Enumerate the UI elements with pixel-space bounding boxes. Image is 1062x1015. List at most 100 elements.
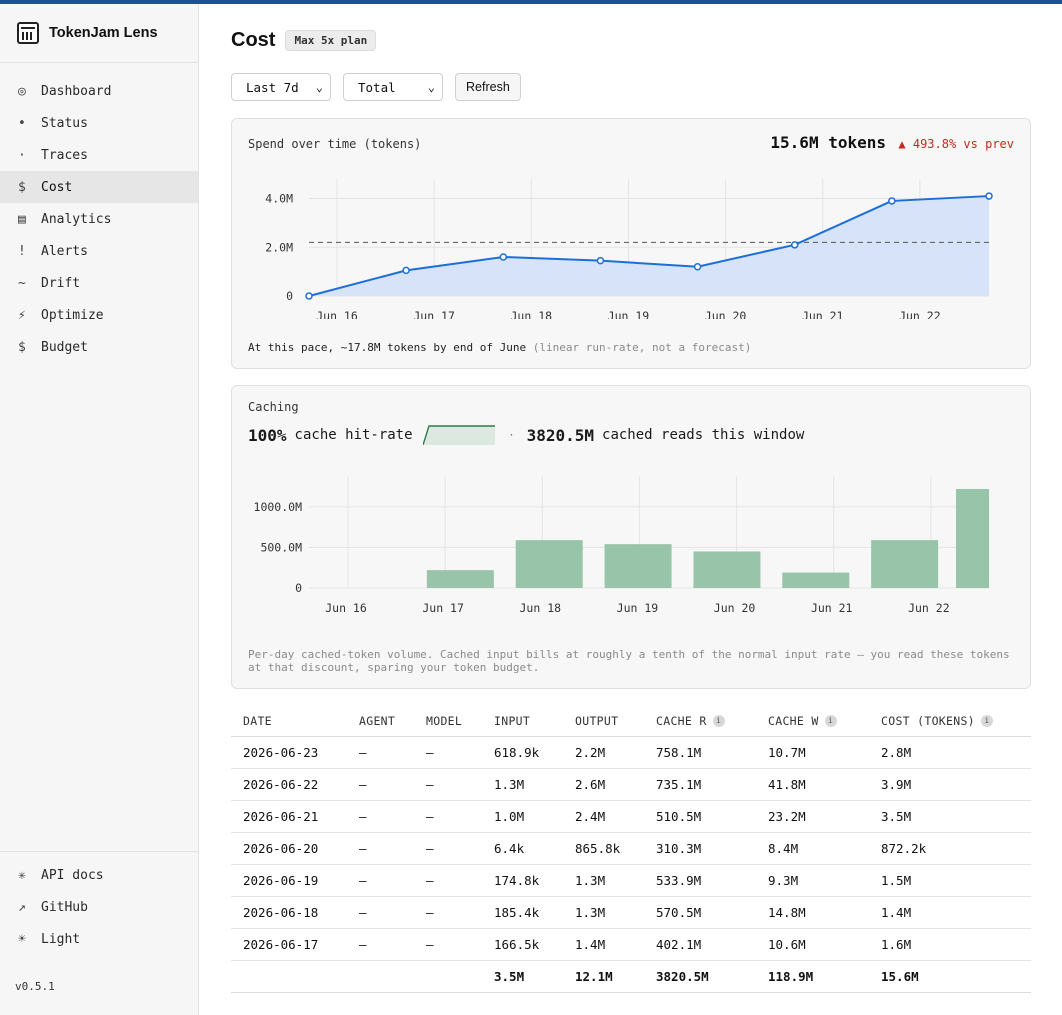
y-tick-label: 2.0M xyxy=(265,240,293,254)
cell-input: 6.4k xyxy=(482,832,563,865)
cell-cost-tokens: 1.4M xyxy=(869,896,1031,929)
sidebar-link-light[interactable]: ☀ Light xyxy=(0,923,198,955)
data-point[interactable] xyxy=(790,241,799,249)
caching-label: Caching xyxy=(248,400,299,414)
sidebar-item-analytics[interactable]: ▤ Analytics xyxy=(0,203,198,235)
cell-model: — xyxy=(414,768,482,801)
sidebar-item-alerts[interactable]: ! Alerts xyxy=(0,235,198,267)
cell-cost-tokens: 3.9M xyxy=(869,768,1031,801)
cell-cache-w: 14.8M xyxy=(756,896,869,929)
table-row: 2026-06-21— —1.0M 2.4M 510.5M 23.2M 3.5M xyxy=(231,800,1031,833)
info-icon[interactable]: i xyxy=(712,715,725,728)
chevron-down-icon: ⌄ xyxy=(427,80,435,94)
series-line xyxy=(308,195,990,297)
column-header-date[interactable]: DATE xyxy=(231,706,347,737)
dollar-icon: $ xyxy=(18,179,26,195)
x-tick-label: Jun 21 xyxy=(811,601,853,615)
cell-cost-tokens: 15.6M xyxy=(869,959,1031,993)
column-header-agent[interactable]: AGENT xyxy=(347,706,414,737)
data-point[interactable] xyxy=(596,256,605,265)
sidebar-item-dashboard[interactable]: ◎ Dashboard xyxy=(0,75,198,107)
cell-model: — xyxy=(414,832,482,865)
bar[interactable] xyxy=(693,551,761,588)
data-point[interactable] xyxy=(985,192,993,200)
x-tick-label: Jun 18 xyxy=(520,601,562,615)
refresh-button[interactable]: Refresh xyxy=(455,73,521,101)
column-header-label: INPUT xyxy=(494,713,531,728)
column-header-cost-tokens[interactable]: COST (TOKENS) i xyxy=(869,706,1031,737)
sidebar: TokenJam Lens ◎ Dashboard • Status · Traces $ C… xyxy=(0,4,199,1015)
info-icon[interactable]: i xyxy=(980,715,993,728)
cache-hit-rate-label: cache hit-rate xyxy=(294,427,413,443)
sidebar-item-optimize[interactable]: ⚡ Optimize xyxy=(0,299,198,331)
wave-icon: ~ xyxy=(18,275,26,291)
bar[interactable] xyxy=(956,488,989,588)
x-tick-label: Jun 17 xyxy=(413,309,455,319)
hit-rate-sparkline xyxy=(422,425,495,445)
range-select[interactable]: Last 7d ⌄ xyxy=(231,73,331,101)
column-header-cache-r[interactable]: CACHE R i xyxy=(644,706,756,737)
cell-agent: — xyxy=(347,928,414,961)
cell-agent: — xyxy=(347,896,414,929)
totals-row: 3.5M 12.1M 3820.5M 118.9M 15.6M xyxy=(231,959,1031,993)
sidebar-footer-nav: ✳ API docs ↗ GitHub ☀ Light xyxy=(0,851,198,955)
sidebar-item-status[interactable]: • Status xyxy=(0,107,198,139)
sidebar-item-budget[interactable]: $ Budget xyxy=(0,331,198,363)
sidebar-link-github[interactable]: ↗ GitHub xyxy=(0,891,198,923)
data-point[interactable] xyxy=(499,253,508,261)
caching-summary: 100% cache hit-rate · 3820.5M cached rea… xyxy=(248,425,804,445)
bar[interactable] xyxy=(426,570,494,588)
info-icon[interactable]: i xyxy=(824,715,837,728)
sidebar-link-api-docs[interactable]: ✳ API docs xyxy=(0,859,198,891)
spend-delta: ▲ 493.8% vs prev xyxy=(898,137,1014,151)
bar[interactable] xyxy=(782,572,850,588)
column-header-model[interactable]: MODEL xyxy=(414,706,482,737)
cell-cache-w: 23.2M xyxy=(756,800,869,833)
column-header-label: OUTPUT xyxy=(575,713,619,728)
target-icon: ◎ xyxy=(18,83,26,99)
metric-select[interactable]: Total ⌄ xyxy=(343,73,443,101)
sidebar-item-cost[interactable]: $ Cost xyxy=(0,171,198,203)
data-point[interactable] xyxy=(402,266,410,275)
column-header-label: MODEL xyxy=(426,713,463,728)
x-tick-label: Jun 19 xyxy=(617,601,659,615)
sidebar-item-label: Light xyxy=(41,931,81,947)
cell-agent: — xyxy=(347,864,414,897)
plan-badge: Max 5x plan xyxy=(285,30,377,51)
sidebar-item-traces[interactable]: · Traces xyxy=(0,139,198,171)
cell-cost-tokens: 3.5M xyxy=(869,800,1031,833)
y-tick-label: 4.0M xyxy=(265,192,293,206)
x-tick-label: Jun 16 xyxy=(316,309,358,319)
data-point[interactable] xyxy=(693,263,702,271)
bar[interactable] xyxy=(871,540,939,588)
cell-input: 174.8k xyxy=(482,864,563,897)
column-header-input[interactable]: INPUT xyxy=(482,706,563,737)
bar[interactable] xyxy=(604,544,672,588)
cell-input: 618.9k xyxy=(482,736,563,769)
brand[interactable]: TokenJam Lens xyxy=(0,4,198,63)
cell-model: — xyxy=(414,864,482,897)
cell-output: 2.4M xyxy=(563,800,644,833)
cell-date: 2026-06-22 xyxy=(231,768,347,801)
cell-cache-r: 3820.5M xyxy=(644,959,756,993)
cell-date: 2026-06-21 xyxy=(231,800,347,833)
y-tick-label: 0 xyxy=(295,581,302,595)
chevron-down-icon: ⌄ xyxy=(315,80,323,94)
column-header-label: COST (TOKENS) xyxy=(881,713,975,728)
x-tick-label: Jun 22 xyxy=(908,601,950,615)
cell-cache-r: 570.5M xyxy=(644,896,756,929)
cell-input: 1.3M xyxy=(482,768,563,801)
data-point[interactable] xyxy=(888,197,896,205)
column-header-output[interactable]: OUTPUT xyxy=(563,706,644,737)
cell-output: 865.8k xyxy=(563,832,644,865)
sidebar-item-label: GitHub xyxy=(41,899,88,915)
cell-date: 2026-06-17 xyxy=(231,928,347,961)
area-fill xyxy=(309,196,989,296)
bar[interactable] xyxy=(515,540,583,588)
data-point[interactable] xyxy=(305,292,313,300)
cell-output: 1.4M xyxy=(563,928,644,961)
cell-model xyxy=(414,959,482,993)
cell-model: — xyxy=(414,896,482,929)
sidebar-item-drift[interactable]: ~ Drift xyxy=(0,267,198,299)
column-header-cache-w[interactable]: CACHE W i xyxy=(756,706,869,737)
